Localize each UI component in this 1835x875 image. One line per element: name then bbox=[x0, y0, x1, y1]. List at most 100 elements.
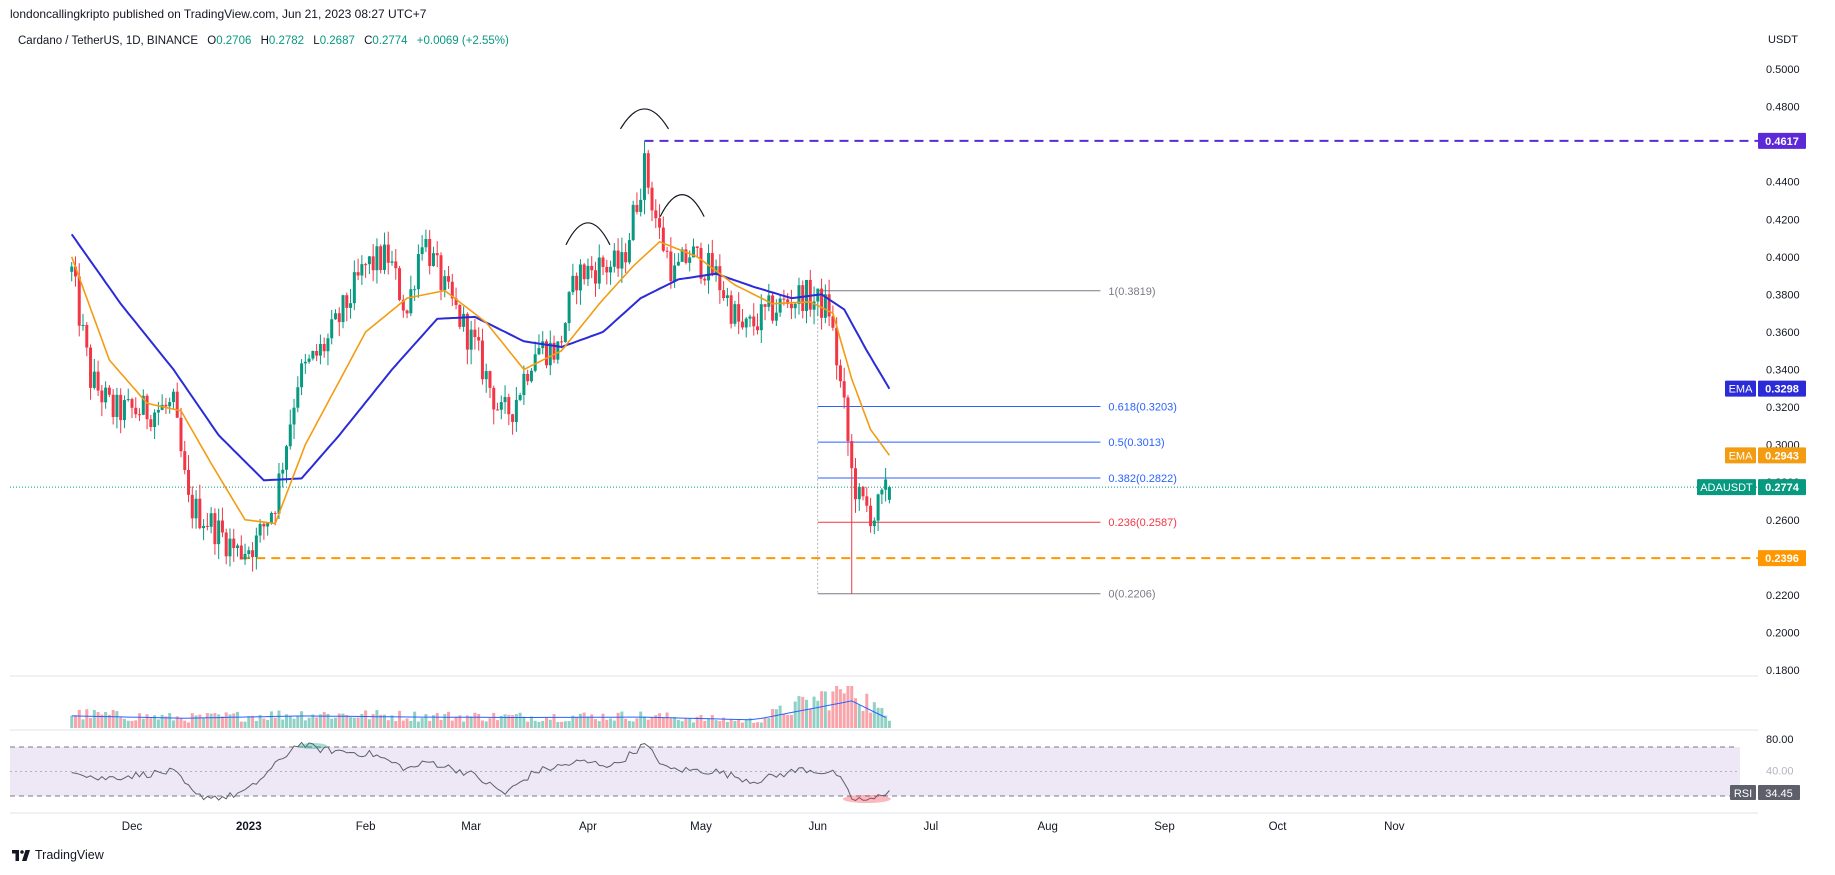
candle-body bbox=[820, 288, 824, 318]
ema-slow-tag-title-box bbox=[1725, 380, 1756, 397]
candle bbox=[710, 239, 714, 277]
candle bbox=[322, 337, 326, 358]
candle bbox=[115, 387, 119, 429]
volume-bar bbox=[511, 715, 515, 728]
price-axis[interactable]: 0.50000.48000.46000.44000.42000.40000.38… bbox=[1766, 64, 1800, 677]
volume-bar bbox=[85, 709, 89, 728]
volume-bar bbox=[330, 718, 334, 728]
volume-bar bbox=[424, 714, 428, 728]
volume-bar bbox=[138, 713, 142, 728]
rsi-tag-value-box bbox=[1758, 785, 1800, 800]
candles-layer[interactable] bbox=[70, 140, 891, 594]
x-tick-label: Jun bbox=[809, 821, 828, 833]
candle-body bbox=[198, 498, 202, 529]
candle bbox=[236, 543, 240, 557]
volume-bar bbox=[612, 720, 616, 728]
volume-bar bbox=[778, 705, 782, 728]
volume-bar bbox=[808, 708, 812, 728]
volume-bar bbox=[303, 720, 307, 728]
candle bbox=[789, 289, 793, 320]
volume-bar bbox=[733, 720, 737, 728]
candle bbox=[232, 528, 236, 562]
candle bbox=[183, 440, 187, 475]
volume-bar bbox=[284, 714, 288, 728]
candle-body bbox=[601, 257, 605, 267]
resistance-tag: 0.4617 bbox=[1758, 132, 1806, 149]
candle-body bbox=[503, 397, 507, 403]
candle-body bbox=[145, 395, 149, 420]
candle-body bbox=[330, 319, 334, 339]
volume-bar bbox=[695, 716, 699, 728]
volume-bar bbox=[793, 701, 797, 728]
volume-bar bbox=[805, 699, 809, 728]
volume-bar bbox=[714, 720, 718, 728]
candle bbox=[748, 314, 752, 328]
candle bbox=[571, 263, 575, 295]
volume-bar bbox=[582, 712, 586, 728]
candle bbox=[707, 244, 711, 294]
volume-bar bbox=[593, 719, 597, 728]
tradingview-logo[interactable]: TradingView bbox=[12, 848, 104, 862]
candle-body bbox=[797, 285, 801, 304]
volume-bar bbox=[100, 714, 104, 728]
candle-body bbox=[887, 487, 891, 500]
candle bbox=[609, 260, 613, 285]
volume-bar bbox=[360, 713, 364, 728]
candle-body bbox=[484, 371, 488, 380]
candle bbox=[160, 394, 164, 411]
candle bbox=[631, 200, 635, 242]
candle bbox=[198, 484, 202, 530]
volume-bar bbox=[111, 709, 115, 728]
candle bbox=[503, 385, 507, 414]
candle bbox=[443, 270, 447, 298]
ema-slow-tag-value: 0.3298 bbox=[1765, 384, 1799, 396]
candle bbox=[669, 237, 673, 289]
rsi-tag-title: RSI bbox=[1734, 788, 1752, 800]
volume-bar bbox=[477, 714, 481, 728]
candle-body bbox=[175, 391, 179, 418]
candle-body bbox=[119, 394, 123, 421]
volume-bar bbox=[288, 715, 292, 728]
volume-bar bbox=[149, 718, 153, 728]
symbol-title: Cardano / TetherUS, 1D, BINANCE bbox=[18, 35, 199, 47]
candle bbox=[352, 260, 356, 311]
candle-body bbox=[262, 523, 266, 527]
volume-bar bbox=[853, 698, 857, 728]
candle-body bbox=[661, 227, 665, 251]
candle bbox=[541, 331, 545, 355]
candle bbox=[676, 253, 680, 267]
candle-body bbox=[556, 341, 560, 360]
candle-body bbox=[593, 270, 597, 284]
candle-body bbox=[107, 387, 111, 395]
candle bbox=[337, 307, 341, 337]
candle bbox=[593, 261, 597, 297]
candle bbox=[130, 397, 134, 419]
volume-bar bbox=[586, 716, 590, 728]
volume-bar bbox=[247, 716, 251, 728]
candle bbox=[194, 490, 198, 529]
candle-body bbox=[571, 275, 575, 293]
volume-bar bbox=[869, 712, 873, 728]
candle bbox=[122, 395, 126, 429]
candle-body bbox=[413, 289, 417, 291]
candle bbox=[360, 255, 364, 285]
candle bbox=[345, 292, 349, 322]
candle-body bbox=[526, 373, 530, 382]
candle bbox=[529, 368, 533, 383]
candle-body bbox=[345, 295, 349, 308]
candle bbox=[786, 293, 790, 309]
candle bbox=[119, 388, 123, 434]
volume-bar bbox=[401, 720, 405, 728]
candle bbox=[575, 272, 579, 305]
volume-bar bbox=[458, 715, 462, 728]
candle-body bbox=[462, 313, 466, 327]
candle bbox=[477, 327, 481, 351]
candle-body bbox=[394, 261, 398, 269]
volume-bar bbox=[518, 712, 522, 728]
time-axis[interactable]: Dec 2023 Feb Mar Apr May Jun Jul Aug Sep Oct Nov bbox=[122, 821, 1405, 833]
y-tick-label: 0.4400 bbox=[1766, 177, 1800, 189]
candle bbox=[428, 230, 432, 275]
fib-level-label: 0(0.2206) bbox=[1108, 589, 1155, 601]
candle-body bbox=[126, 399, 130, 401]
